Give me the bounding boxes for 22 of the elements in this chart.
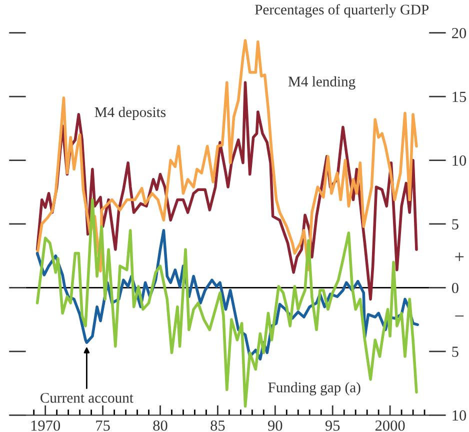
y-tick-label: 10 [452,410,466,421]
annotation: Current account [40,392,134,403]
x-tick-label: 80 [153,420,168,431]
y-tick-label: 5 [452,219,458,230]
x-tick-label: 1970 [31,420,60,431]
x-tick-label: 90 [268,420,282,431]
y-tick-label: 15 [452,92,466,102]
y-axis-title: Percentages of quarterly GDP [255,4,429,18]
y-tick-label: 10 [452,155,466,166]
series-label: M4 deposits [94,106,166,120]
x-tick-label: 75 [96,420,110,431]
y-tick-label: 20 [452,28,466,38]
x-tick-label: 2000 [375,420,405,431]
x-tick-label: 85 [210,420,225,431]
series-label: Funding gap (a) [268,382,360,396]
x-tick-label: 95 [325,420,340,431]
text: + [455,252,464,261]
line-series [36,198,418,408]
series-label: M4 lending [288,76,356,90]
y-tick-label: 0 [452,282,458,294]
y-tick-label: 5 [452,346,458,357]
line-series [36,39,418,273]
